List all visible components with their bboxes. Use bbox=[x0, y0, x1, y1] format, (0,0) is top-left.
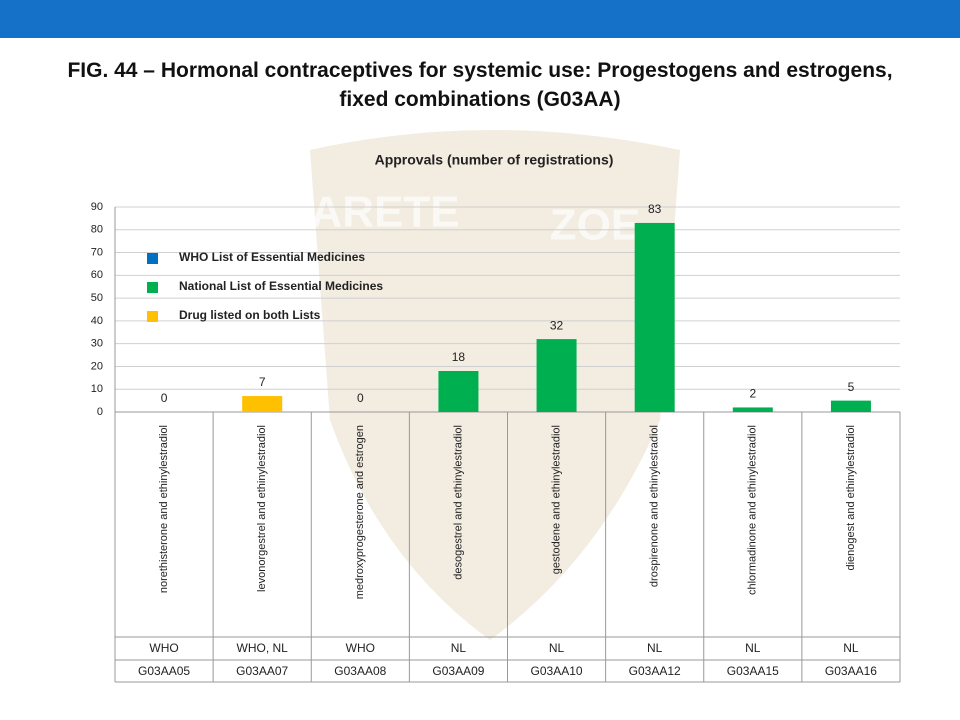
y-tick-label: 50 bbox=[91, 292, 103, 304]
watermark-shield bbox=[310, 130, 680, 640]
chart-subtitle: Approvals (number of registrations) bbox=[375, 152, 614, 168]
legend-label: WHO List of Essential Medicines bbox=[179, 250, 365, 264]
bar bbox=[242, 396, 283, 412]
x-tick-label: chlormadinone and ethinylestradiol bbox=[747, 425, 759, 595]
list-label: WHO bbox=[149, 641, 178, 655]
value-label: 83 bbox=[648, 202, 662, 216]
value-label: 18 bbox=[452, 350, 466, 364]
x-tick-label: desogestrel and ethinylestradiol bbox=[452, 425, 464, 580]
list-label: WHO, NL bbox=[237, 641, 289, 655]
bar bbox=[438, 371, 479, 412]
value-label: 5 bbox=[848, 380, 855, 394]
x-tick-label: drospirenone and ethinylestradiol bbox=[649, 425, 661, 587]
code-label: G03AA12 bbox=[629, 664, 681, 678]
legend-label: Drug listed on both Lists bbox=[179, 308, 321, 322]
list-label: NL bbox=[843, 641, 859, 655]
code-label: G03AA16 bbox=[825, 664, 877, 678]
y-tick-label: 80 bbox=[91, 224, 103, 236]
legend-label: National List of Essential Medicines bbox=[179, 279, 383, 293]
code-label: G03AA15 bbox=[727, 664, 779, 678]
code-label: G03AA08 bbox=[334, 664, 386, 678]
legend-swatch bbox=[147, 253, 158, 264]
x-tick-label: levonorgestrel and ethinylestradiol bbox=[256, 425, 268, 592]
y-tick-label: 90 bbox=[91, 201, 103, 213]
value-label: 0 bbox=[357, 391, 364, 405]
value-label: 32 bbox=[550, 318, 564, 332]
y-tick-label: 20 bbox=[91, 360, 103, 372]
bar bbox=[732, 407, 773, 412]
watermark-text: ARETE bbox=[310, 188, 459, 237]
x-tick-label: norethisterone and ethinylestradiol bbox=[158, 425, 170, 593]
y-tick-label: 30 bbox=[91, 338, 103, 350]
x-tick-label: medroxyprogesterone and estrogen bbox=[354, 425, 366, 599]
legend-swatch bbox=[147, 311, 158, 322]
code-label: G03AA10 bbox=[531, 664, 583, 678]
bar bbox=[830, 400, 871, 412]
y-tick-label: 70 bbox=[91, 246, 103, 258]
code-label: G03AA09 bbox=[432, 664, 484, 678]
value-label: 0 bbox=[161, 391, 168, 405]
bar bbox=[634, 222, 675, 412]
code-label: G03AA07 bbox=[236, 664, 288, 678]
legend-swatch bbox=[147, 282, 158, 293]
y-tick-label: 40 bbox=[91, 315, 103, 327]
x-tick-label: dienogest and ethinylestradiol bbox=[845, 425, 857, 571]
code-label: G03AA05 bbox=[138, 664, 190, 678]
list-label: NL bbox=[745, 641, 761, 655]
value-label: 7 bbox=[259, 375, 266, 389]
list-label: NL bbox=[549, 641, 565, 655]
list-label: NL bbox=[451, 641, 467, 655]
x-tick-label: gestodene and ethinylestradiol bbox=[550, 425, 562, 574]
y-tick-label: 0 bbox=[97, 406, 103, 418]
list-label: WHO bbox=[346, 641, 375, 655]
list-label: NL bbox=[647, 641, 663, 655]
value-label: 2 bbox=[749, 387, 756, 401]
header-bar bbox=[0, 0, 960, 38]
bar bbox=[536, 339, 577, 412]
y-tick-label: 60 bbox=[91, 269, 103, 281]
watermark-text: ZOE bbox=[550, 201, 640, 250]
slide-title: FIG. 44 – Hormonal contraceptives for sy… bbox=[67, 59, 893, 111]
y-tick-label: 10 bbox=[91, 383, 103, 395]
